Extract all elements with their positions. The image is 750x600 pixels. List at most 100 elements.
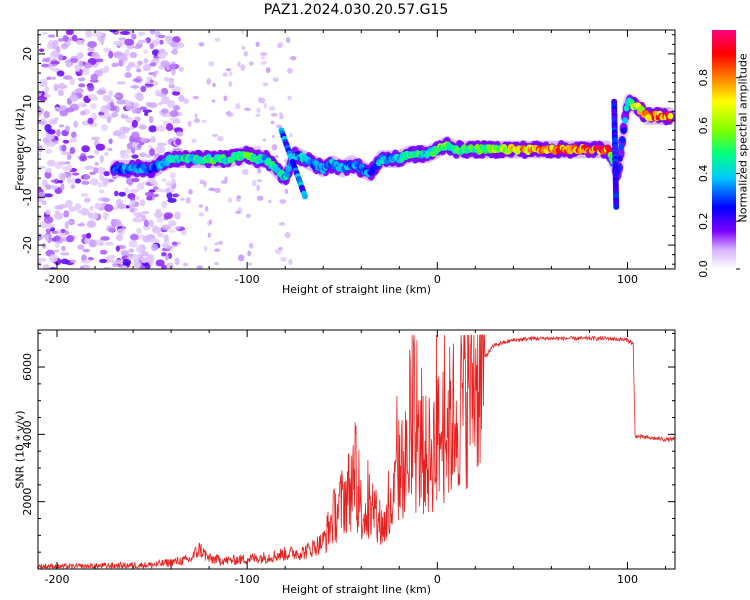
noise-blob	[141, 214, 146, 222]
noise-blob	[99, 155, 104, 163]
noise-blob	[67, 175, 72, 184]
noise-blob	[116, 203, 126, 209]
noise-blob	[56, 129, 61, 137]
noise-blob	[139, 106, 147, 110]
noise-blob	[44, 234, 50, 242]
noise-blob	[161, 224, 172, 231]
noise-blob	[172, 36, 181, 44]
noise-blob	[136, 227, 142, 235]
noise-blob	[217, 135, 224, 142]
noise-blob	[69, 137, 78, 143]
noise-blob	[125, 148, 131, 154]
noise-blob	[140, 85, 147, 93]
noise-blob	[118, 59, 124, 67]
noise-blob	[289, 132, 293, 138]
noise-blob	[80, 110, 86, 116]
noise-blob	[167, 197, 177, 203]
noise-blob	[108, 50, 114, 59]
noise-blob	[83, 62, 93, 69]
noise-blob	[108, 227, 115, 233]
noise-blob	[236, 195, 242, 199]
noise-blob	[41, 63, 50, 68]
noise-blob	[45, 142, 55, 147]
noise-blob	[146, 195, 153, 201]
x-tick-label: -200	[45, 573, 70, 586]
noise-blob	[38, 118, 48, 126]
noise-blob	[154, 211, 164, 219]
noise-blob	[223, 95, 228, 102]
noise-blob	[148, 237, 158, 242]
noise-blob	[164, 255, 170, 261]
noise-blob	[94, 202, 102, 210]
noise-blob	[113, 40, 120, 46]
noise-blob	[169, 172, 176, 179]
noise-blob	[284, 188, 289, 195]
noise-blob	[115, 245, 120, 252]
noise-blob	[44, 123, 52, 132]
noise-blob	[65, 161, 71, 165]
noise-blob	[66, 234, 75, 243]
noise-blob	[109, 105, 117, 112]
noise-blob	[165, 262, 174, 269]
noise-blob	[93, 167, 99, 174]
noise-blob	[70, 131, 77, 139]
y-tick-label: 4000	[21, 420, 34, 448]
noise-blob	[41, 31, 49, 36]
noise-blob	[54, 178, 59, 185]
noise-blob	[156, 142, 167, 146]
noise-blob	[106, 116, 112, 124]
noise-blob	[165, 123, 174, 131]
colorbar-tick-label: 0.6	[697, 117, 710, 135]
noise-blob	[237, 61, 241, 68]
noise-blob	[169, 41, 180, 48]
noise-blob	[97, 182, 102, 188]
noise-blob	[60, 173, 66, 181]
noise-blob	[290, 56, 297, 61]
noise-blob	[124, 38, 135, 46]
noise-blob	[255, 113, 261, 118]
noise-blob	[149, 30, 156, 35]
noise-blob	[104, 151, 109, 157]
noise-blob	[38, 153, 42, 158]
noise-blob	[57, 89, 64, 97]
noise-blob	[103, 171, 110, 177]
noise-blob	[152, 57, 160, 64]
noise-blob	[52, 45, 59, 50]
noise-blob	[73, 120, 79, 128]
noise-blob	[211, 99, 216, 103]
noise-blob	[275, 155, 279, 159]
noise-blob	[61, 245, 66, 252]
noise-blob	[182, 262, 189, 267]
noise-blob	[85, 30, 93, 38]
noise-blob	[151, 243, 159, 252]
ridge-core	[616, 155, 623, 162]
noise-blob	[155, 124, 166, 132]
noise-blob	[102, 47, 112, 53]
noise-blob	[121, 265, 128, 269]
noise-blob	[176, 241, 182, 245]
noise-blob	[214, 261, 219, 266]
noise-blob	[78, 83, 86, 88]
noise-blob	[38, 191, 46, 198]
noise-blob	[108, 138, 113, 145]
noise-blob	[156, 188, 166, 193]
noise-blob	[188, 189, 193, 195]
noise-blob	[214, 242, 220, 246]
noise-blob	[143, 49, 148, 54]
noise-blob	[88, 93, 97, 100]
noise-blob	[156, 218, 164, 223]
noise-blob	[163, 76, 170, 82]
y-tick-label: -10	[21, 188, 34, 206]
noise-blob	[60, 258, 69, 265]
noise-blob	[278, 222, 286, 226]
y-tick-label: 6000	[21, 353, 34, 381]
noise-blob	[198, 212, 204, 217]
noise-blob	[136, 68, 142, 73]
noise-blob	[69, 147, 76, 155]
noise-blob	[148, 145, 153, 150]
noise-blob	[60, 252, 70, 256]
noise-blob	[258, 96, 262, 103]
noise-blob	[62, 35, 69, 42]
noise-blob	[141, 210, 150, 215]
noise-blob	[248, 61, 254, 66]
